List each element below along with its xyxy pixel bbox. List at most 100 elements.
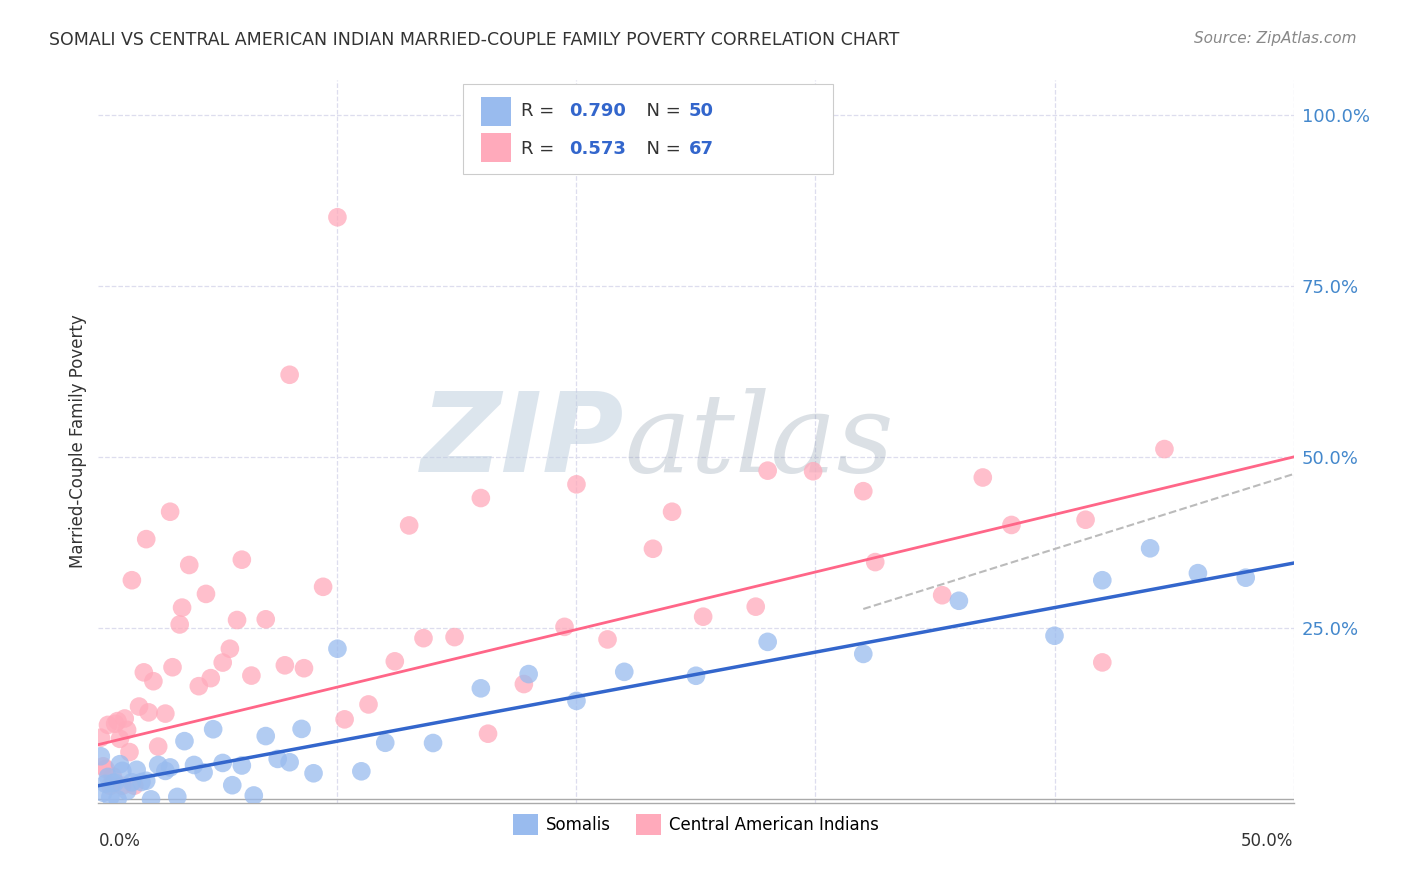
Point — [97, 718, 120, 732]
Text: 50.0%: 50.0% — [1241, 831, 1294, 850]
Point — [240, 668, 263, 682]
Point — [398, 518, 420, 533]
Point — [692, 609, 714, 624]
Point — [118, 745, 141, 759]
Text: SOMALI VS CENTRAL AMERICAN INDIAN MARRIED-COUPLE FAMILY POVERTY CORRELATION CHAR: SOMALI VS CENTRAL AMERICAN INDIAN MARRIE… — [49, 31, 900, 49]
Text: Source: ZipAtlas.com: Source: ZipAtlas.com — [1194, 31, 1357, 46]
Point — [333, 712, 356, 726]
Point — [128, 699, 150, 714]
Point — [470, 681, 492, 696]
Point — [254, 729, 277, 743]
Text: atlas: atlas — [624, 388, 894, 495]
FancyBboxPatch shape — [463, 84, 834, 174]
Point — [278, 756, 301, 770]
Point — [291, 722, 314, 736]
Point — [412, 631, 434, 645]
Point — [179, 558, 201, 572]
Point — [121, 775, 143, 789]
Point — [124, 779, 146, 793]
Point — [931, 588, 953, 602]
Point — [350, 764, 373, 779]
Text: 0.790: 0.790 — [569, 102, 626, 120]
Point — [1187, 566, 1209, 581]
Point — [91, 786, 114, 800]
Point — [169, 617, 191, 632]
Point — [121, 573, 143, 587]
Point — [107, 714, 129, 728]
Point — [183, 758, 205, 772]
Point — [94, 762, 117, 776]
Point — [135, 773, 157, 788]
Point — [107, 792, 129, 806]
Text: 0.0%: 0.0% — [98, 831, 141, 850]
Point — [139, 792, 162, 806]
Legend: Somalis, Central American Indians: Somalis, Central American Indians — [506, 808, 886, 841]
Point — [219, 641, 242, 656]
Point — [135, 532, 157, 546]
Point — [226, 613, 249, 627]
Point — [852, 484, 875, 499]
Point — [231, 552, 253, 566]
Point — [148, 757, 170, 772]
FancyBboxPatch shape — [481, 133, 510, 162]
Point — [357, 698, 380, 712]
Point — [254, 612, 277, 626]
Point — [115, 784, 138, 798]
Point — [104, 775, 127, 789]
Point — [312, 580, 335, 594]
Point — [756, 635, 779, 649]
Point — [1074, 513, 1097, 527]
Point — [91, 759, 114, 773]
Point — [98, 779, 122, 793]
Point — [231, 758, 253, 772]
Point — [384, 654, 406, 668]
Point — [111, 764, 134, 778]
Text: N =: N = — [636, 102, 686, 120]
Point — [142, 674, 165, 689]
Point — [166, 789, 188, 804]
Point — [554, 620, 576, 634]
Point — [801, 464, 824, 478]
Point — [517, 667, 540, 681]
Text: 0.573: 0.573 — [569, 140, 626, 158]
Point — [852, 647, 875, 661]
Point — [90, 749, 112, 764]
Point — [565, 694, 588, 708]
Point — [111, 779, 134, 793]
Point — [596, 632, 619, 647]
Text: 67: 67 — [689, 140, 714, 158]
FancyBboxPatch shape — [481, 97, 510, 126]
Point — [513, 677, 536, 691]
Point — [422, 736, 444, 750]
Point — [187, 679, 209, 693]
Point — [745, 599, 768, 614]
Point — [108, 757, 131, 772]
Point — [443, 630, 465, 644]
Point — [1139, 541, 1161, 556]
Point — [374, 736, 396, 750]
Point — [159, 760, 181, 774]
Text: 50: 50 — [689, 102, 714, 120]
Point — [101, 776, 124, 790]
Point — [211, 656, 233, 670]
Point — [948, 594, 970, 608]
Point — [1000, 518, 1022, 533]
Point — [865, 555, 887, 569]
Point — [138, 706, 160, 720]
Point — [125, 763, 148, 777]
Point — [155, 764, 177, 778]
Point — [193, 765, 215, 780]
Point — [477, 727, 499, 741]
Point — [685, 669, 707, 683]
Point — [278, 368, 301, 382]
Point — [132, 665, 155, 680]
Text: ZIP: ZIP — [420, 388, 624, 495]
Text: N =: N = — [636, 140, 686, 158]
Point — [211, 756, 233, 770]
Point — [756, 464, 779, 478]
Point — [172, 600, 194, 615]
Point — [97, 770, 120, 784]
Point — [565, 477, 588, 491]
Point — [104, 716, 127, 731]
Point — [108, 731, 131, 746]
